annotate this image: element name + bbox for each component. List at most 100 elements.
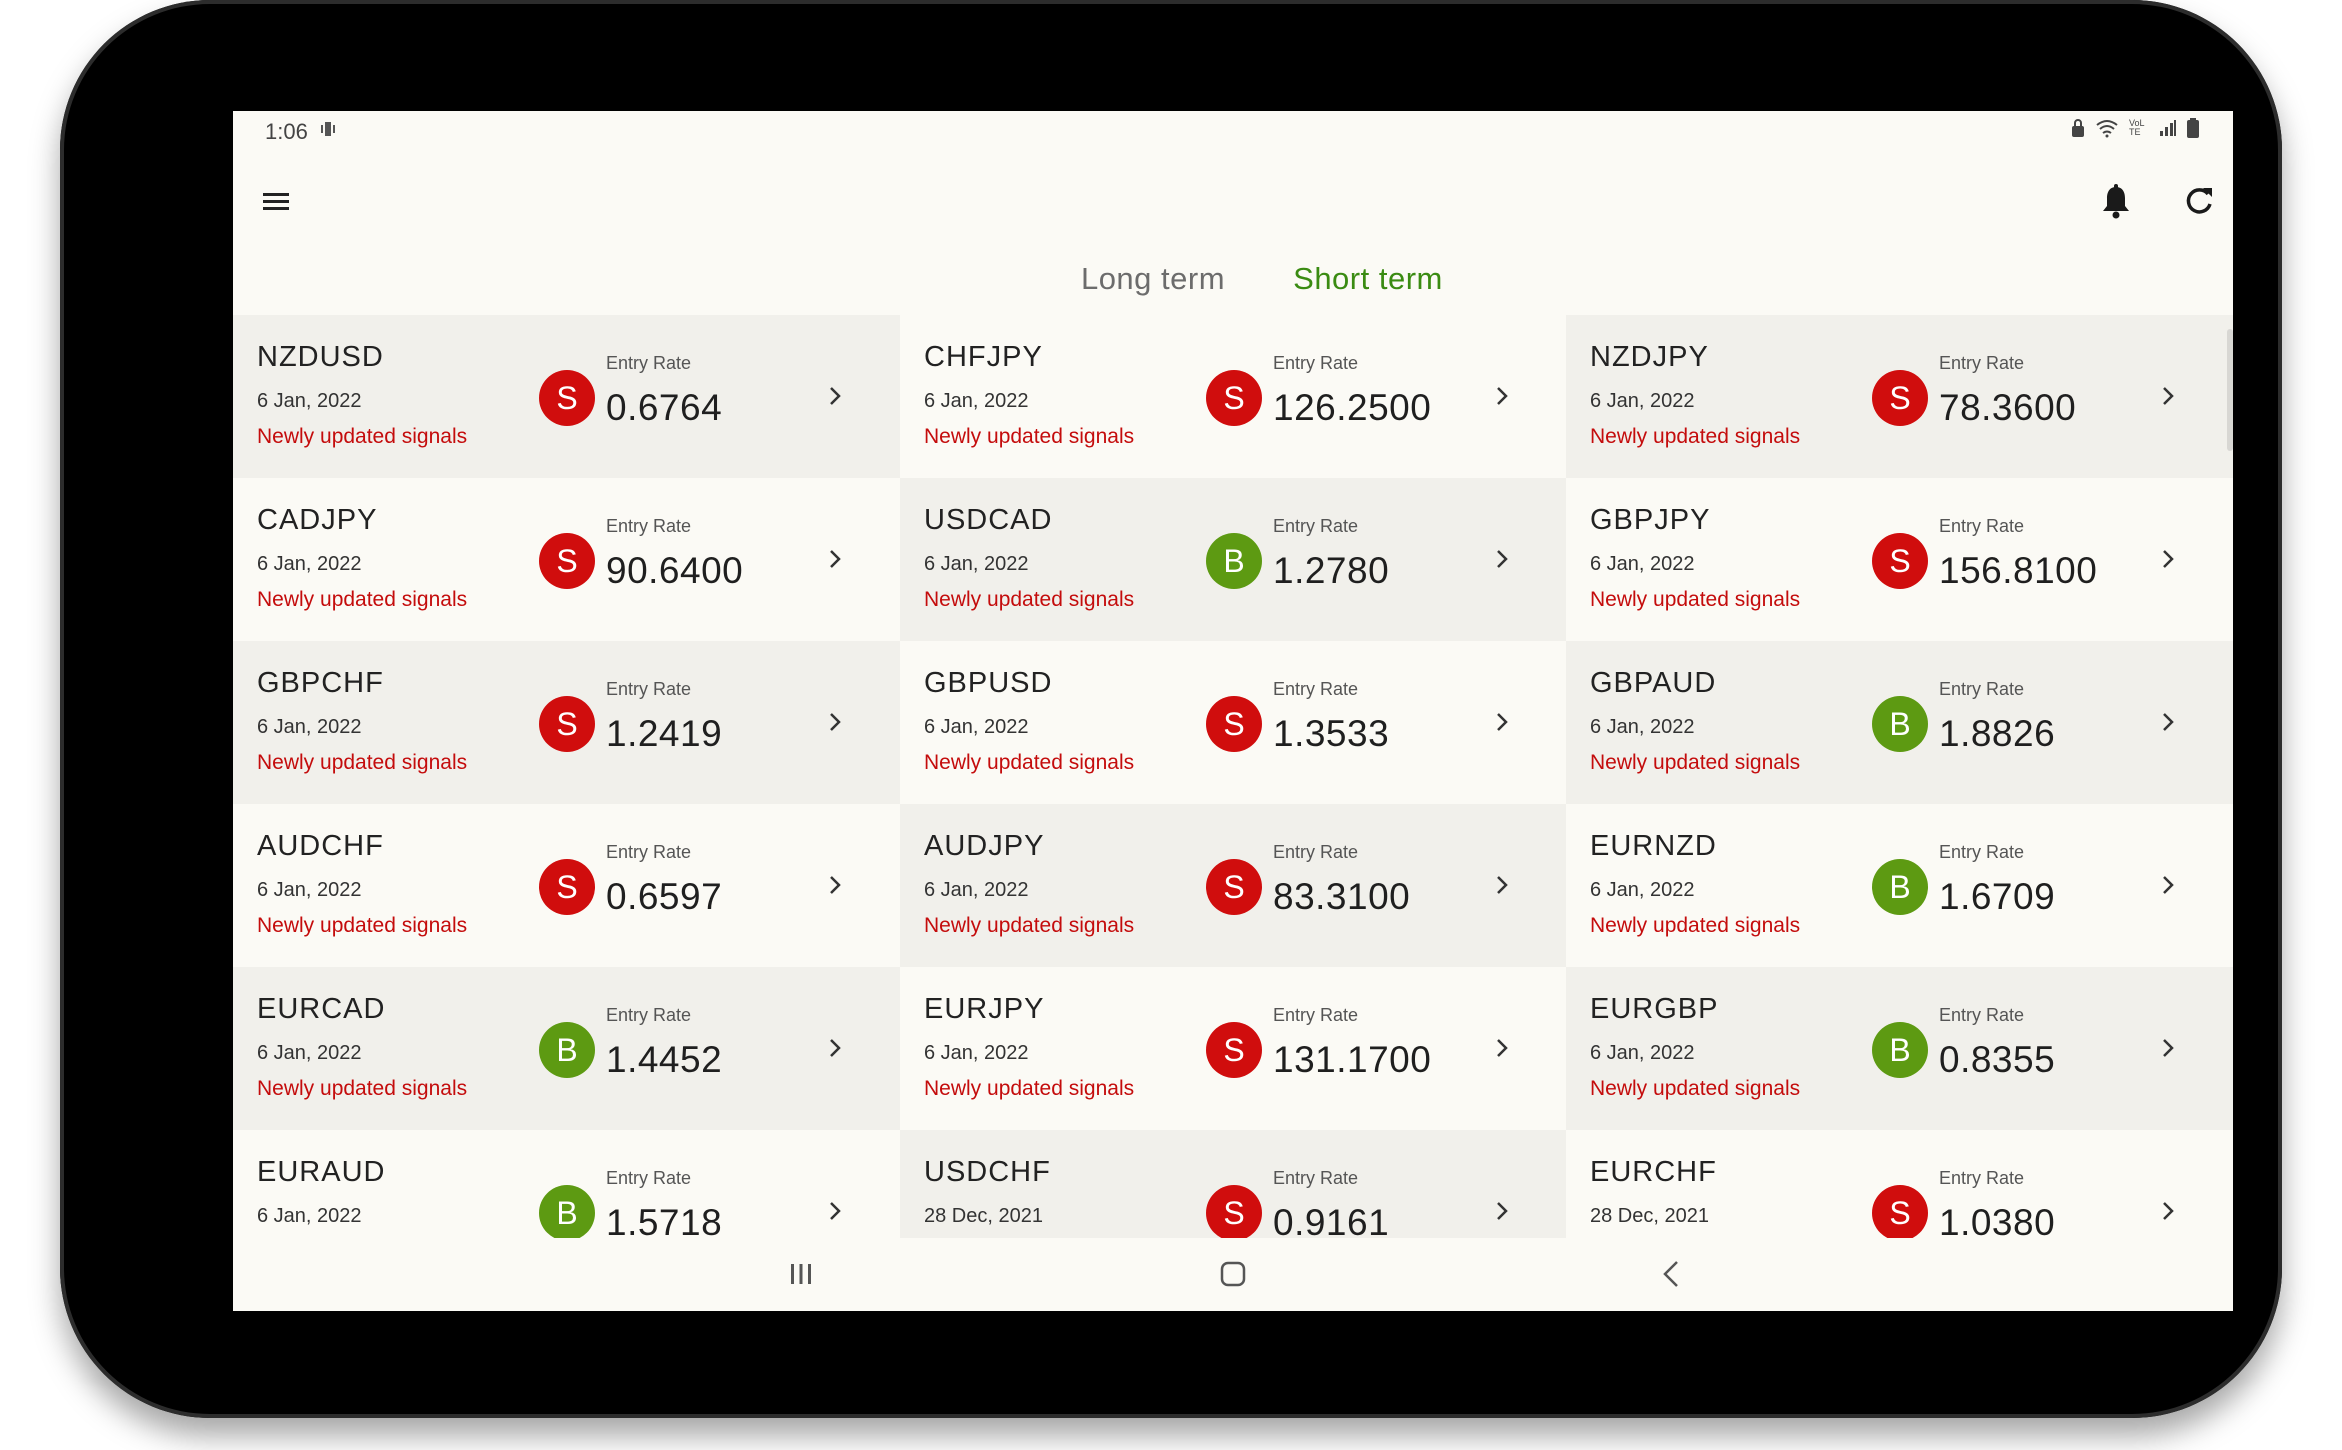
entry-rate-value: 1.8826 (1939, 713, 2056, 754)
signal-date: 6 Jan, 2022 (924, 879, 1029, 901)
tab-short-term[interactable]: Short term (1268, 261, 1468, 320)
pair-name: EURAUD (257, 1156, 386, 1188)
pair-name: CADJPY (257, 504, 378, 536)
chevron-right-icon[interactable] (1492, 1199, 1512, 1223)
battery-icon (2187, 118, 2199, 138)
scrollbar[interactable] (2227, 329, 2233, 451)
recents-icon[interactable] (781, 1254, 821, 1294)
chevron-right-icon[interactable] (825, 384, 845, 408)
signal-date: 6 Jan, 2022 (257, 716, 362, 738)
pair-name: GBPJPY (1590, 504, 1711, 536)
app-screen: 1:06 VoLTE (233, 111, 2233, 1311)
chevron-right-icon[interactable] (1492, 1036, 1512, 1060)
chevron-right-icon[interactable] (825, 1199, 845, 1223)
update-note: Newly updated signals (257, 751, 468, 774)
update-note: Newly updated signals (257, 425, 468, 448)
chevron-right-icon[interactable] (2158, 1036, 2178, 1060)
signal-date: 6 Jan, 2022 (924, 553, 1029, 575)
signal-card[interactable]: EURAUD 6 Jan, 2022 B Entry Rate 1.5718 (233, 1130, 900, 1238)
entry-rate-label: Entry Rate (1939, 1005, 2025, 1025)
entry-rate-label: Entry Rate (606, 842, 692, 862)
signal-date: 6 Jan, 2022 (924, 716, 1029, 738)
chevron-right-icon[interactable] (1492, 873, 1512, 897)
signal-date: 6 Jan, 2022 (257, 1042, 362, 1064)
signal-date: 6 Jan, 2022 (1590, 1042, 1695, 1064)
signal-card[interactable]: GBPJPY 6 Jan, 2022 Newly updated signals S E… (1566, 478, 2233, 641)
chevron-right-icon[interactable] (2158, 547, 2178, 571)
chevron-right-icon[interactable] (825, 873, 845, 897)
sell-badge: S (1206, 1185, 1262, 1238)
update-note: Newly updated signals (924, 1077, 1135, 1100)
signal-card[interactable]: EURJPY 6 Jan, 2022 Newly updated signals S E… (900, 967, 1567, 1130)
entry-rate-label: Entry Rate (1939, 842, 2025, 862)
signal-date: 6 Jan, 2022 (257, 879, 362, 901)
update-note: Newly updated signals (1590, 751, 1801, 774)
update-note: Newly updated signals (1590, 425, 1801, 448)
entry-rate-value: 0.6597 (606, 876, 723, 917)
signal-card[interactable]: AUDJPY 6 Jan, 2022 Newly updated signals S E… (900, 804, 1567, 967)
chevron-right-icon[interactable] (2158, 1199, 2178, 1223)
back-icon[interactable] (1652, 1254, 1692, 1294)
menu-icon[interactable] (261, 187, 291, 217)
update-note: Newly updated signals (257, 1077, 468, 1100)
chevron-right-icon[interactable] (825, 710, 845, 734)
pair-name: USDCHF (924, 1156, 1051, 1188)
sell-badge: S (1206, 1022, 1262, 1078)
signal-card[interactable]: NZDJPY 6 Jan, 2022 Newly updated signals S E… (1566, 315, 2233, 478)
update-note: Newly updated signals (1590, 1077, 1801, 1100)
signal-card[interactable]: CHFJPY 6 Jan, 2022 Newly updated signals S E… (900, 315, 1567, 478)
entry-rate-value: 1.3533 (1273, 713, 1390, 754)
signal-date: 6 Jan, 2022 (924, 390, 1029, 412)
chevron-right-icon[interactable] (1492, 384, 1512, 408)
signal-card[interactable]: AUDCHF 6 Jan, 2022 Newly updated signals S E… (233, 804, 900, 967)
buy-badge: B (1206, 533, 1262, 589)
lock-icon (2072, 119, 2084, 137)
signal-date: 6 Jan, 2022 (1590, 553, 1695, 575)
pair-name: EURGBP (1590, 993, 1719, 1025)
sell-badge: S (1872, 1185, 1928, 1238)
entry-rate-label: Entry Rate (606, 1005, 692, 1025)
entry-rate-value: 1.6709 (1939, 876, 2056, 917)
sell-badge: S (1872, 370, 1928, 426)
signal-date: 28 Dec, 2021 (924, 1205, 1043, 1227)
entry-rate-label: Entry Rate (1939, 679, 2025, 699)
chevron-right-icon[interactable] (1492, 547, 1512, 571)
app-bar (233, 171, 2233, 241)
home-icon[interactable] (1213, 1254, 1253, 1294)
signal-card[interactable]: EURNZD 6 Jan, 2022 Newly updated signals B E… (1566, 804, 2233, 967)
signal-card[interactable]: CADJPY 6 Jan, 2022 Newly updated signals S E… (233, 478, 900, 641)
sell-badge: S (1206, 370, 1262, 426)
buy-badge: B (1872, 859, 1928, 915)
signal-card[interactable]: USDCAD 6 Jan, 2022 Newly updated signals B E… (900, 478, 1567, 641)
entry-rate-label: Entry Rate (1273, 516, 1359, 536)
chevron-right-icon[interactable] (825, 547, 845, 571)
refresh-icon[interactable] (2181, 184, 2217, 220)
pair-name: AUDJPY (924, 830, 1045, 862)
system-nav-bar (233, 1238, 2233, 1311)
signal-card[interactable]: EURGBP 6 Jan, 2022 Newly updated signals B E… (1566, 967, 2233, 1130)
signal-card[interactable]: GBPCHF 6 Jan, 2022 Newly updated signals S E… (233, 641, 900, 804)
update-note: Newly updated signals (924, 588, 1135, 611)
chevron-right-icon[interactable] (825, 1036, 845, 1060)
update-note: Newly updated signals (924, 425, 1135, 448)
signal-date: 6 Jan, 2022 (257, 553, 362, 575)
signal-card[interactable]: EURCHF 28 Dec, 2021 S Entry Rate 1.0380 (1566, 1130, 2233, 1238)
chevron-right-icon[interactable] (2158, 384, 2178, 408)
bell-icon[interactable] (2099, 184, 2133, 220)
signal-card[interactable]: GBPAUD 6 Jan, 2022 Newly updated signals B E… (1566, 641, 2233, 804)
signal-card[interactable]: NZDUSD 6 Jan, 2022 Newly updated signals S E… (233, 315, 900, 478)
chevron-right-icon[interactable] (2158, 873, 2178, 897)
chevron-right-icon[interactable] (1492, 710, 1512, 734)
signal-card[interactable]: USDCHF 28 Dec, 2021 S Entry Rate 0.9161 (900, 1130, 1567, 1238)
signal-date: 6 Jan, 2022 (257, 1205, 362, 1227)
entry-rate-value: 83.3100 (1273, 876, 1411, 917)
pair-name: AUDCHF (257, 830, 384, 862)
entry-rate-value: 0.8355 (1939, 1039, 2056, 1080)
entry-rate-value: 1.4452 (606, 1039, 723, 1080)
buy-badge: B (539, 1022, 595, 1078)
entry-rate-label: Entry Rate (606, 353, 692, 373)
chevron-right-icon[interactable] (2158, 710, 2178, 734)
signal-card[interactable]: EURCAD 6 Jan, 2022 Newly updated signals B E… (233, 967, 900, 1130)
signal-card[interactable]: GBPUSD 6 Jan, 2022 Newly updated signals S E… (900, 641, 1567, 804)
tab-long-term[interactable]: Long term (1080, 261, 1226, 296)
